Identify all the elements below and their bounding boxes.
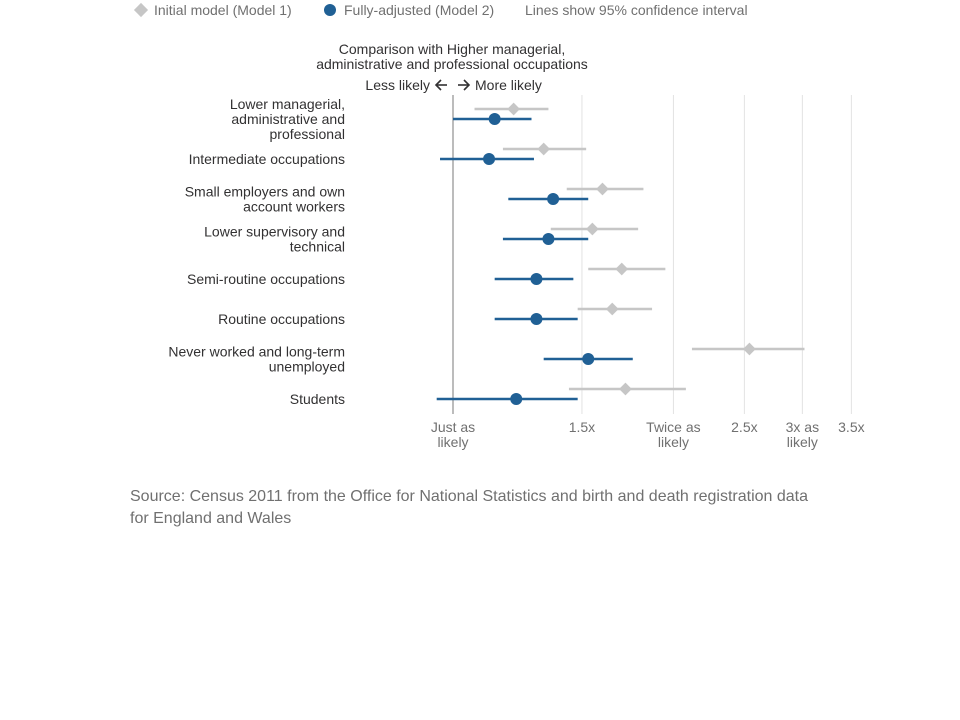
- model2-point: [530, 273, 543, 285]
- legend-entry-label: Fully-adjusted (Model 2): [344, 2, 494, 18]
- model1-point: [619, 382, 632, 396]
- x-tick-label: 3.5x: [838, 419, 864, 435]
- category-label: Small employers and own account workers: [185, 184, 345, 215]
- model2-point: [547, 193, 560, 205]
- model1-point: [537, 142, 551, 156]
- model1-point: [586, 222, 599, 236]
- model2-point: [542, 233, 555, 245]
- model1-point: [615, 262, 629, 276]
- category-label: Never worked and long-term unemployed: [168, 344, 345, 375]
- x-tick-label: Twice as likely: [646, 419, 700, 450]
- comparison-header: Comparison with Higher managerial,admini…: [316, 41, 588, 93]
- model2-point: [488, 113, 501, 125]
- category-label: Routine occupations: [218, 311, 345, 327]
- model2-point: [483, 153, 496, 165]
- x-axis-ticks: Just as likely 1.5x Twice as likely 2.5x 3x as…: [431, 419, 865, 450]
- category-label: Intermediate occupations: [189, 151, 345, 167]
- forest-plot: Initial model (Model 1) Fully-adjusted (M…: [133, 2, 865, 450]
- category-label: Lower managerial, administrative and profe…: [230, 96, 345, 142]
- data-marks: [436, 102, 805, 405]
- model2-point: [530, 313, 543, 325]
- comparison-header-line: administrative and professional occupati…: [316, 56, 588, 72]
- category-label: Students: [290, 391, 345, 407]
- x-tick-label: 3x as likely: [786, 419, 819, 450]
- less-likely-label: Less likely: [365, 77, 430, 93]
- model1-point: [596, 182, 609, 196]
- legend-entry-label: Initial model (Model 1): [154, 2, 292, 18]
- model1-point: [605, 302, 619, 316]
- gridlines: [452, 95, 852, 414]
- model2-point: [582, 353, 595, 365]
- category-label: Lower supervisory and technical: [204, 224, 345, 255]
- legend-circle-marker: [324, 4, 336, 16]
- source-note: Source: Census 2011 from the Office for …: [130, 488, 809, 527]
- model2-point: [510, 393, 523, 405]
- comparison-header-line: Comparison with Higher managerial,: [339, 41, 565, 57]
- model1-point: [743, 342, 756, 356]
- legend-entry-label: Lines show 95% confidence interval: [525, 2, 748, 18]
- model1-point: [507, 102, 520, 116]
- right-arrow-icon: [458, 79, 471, 91]
- category-labels: Lower managerial, administrative and profe…: [168, 96, 345, 407]
- legend-diamond-marker: [133, 2, 149, 18]
- x-tick-label: 2.5x: [731, 419, 757, 435]
- x-tick-label: Just as likely: [431, 419, 475, 450]
- left-arrow-icon: [434, 79, 447, 91]
- more-likely-label: More likely: [475, 77, 542, 93]
- legend: Initial model (Model 1) Fully-adjusted (M…: [133, 2, 748, 18]
- category-label: Semi-routine occupations: [187, 271, 345, 287]
- x-tick-label: 1.5x: [569, 419, 595, 435]
